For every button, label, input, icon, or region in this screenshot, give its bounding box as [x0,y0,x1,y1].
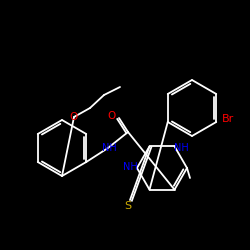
Text: O: O [70,112,78,122]
Text: NH: NH [122,162,138,172]
Text: NH: NH [102,143,116,153]
Text: Br: Br [222,114,234,124]
Text: O: O [108,111,116,121]
Text: NH: NH [174,143,189,153]
Text: S: S [124,201,132,211]
